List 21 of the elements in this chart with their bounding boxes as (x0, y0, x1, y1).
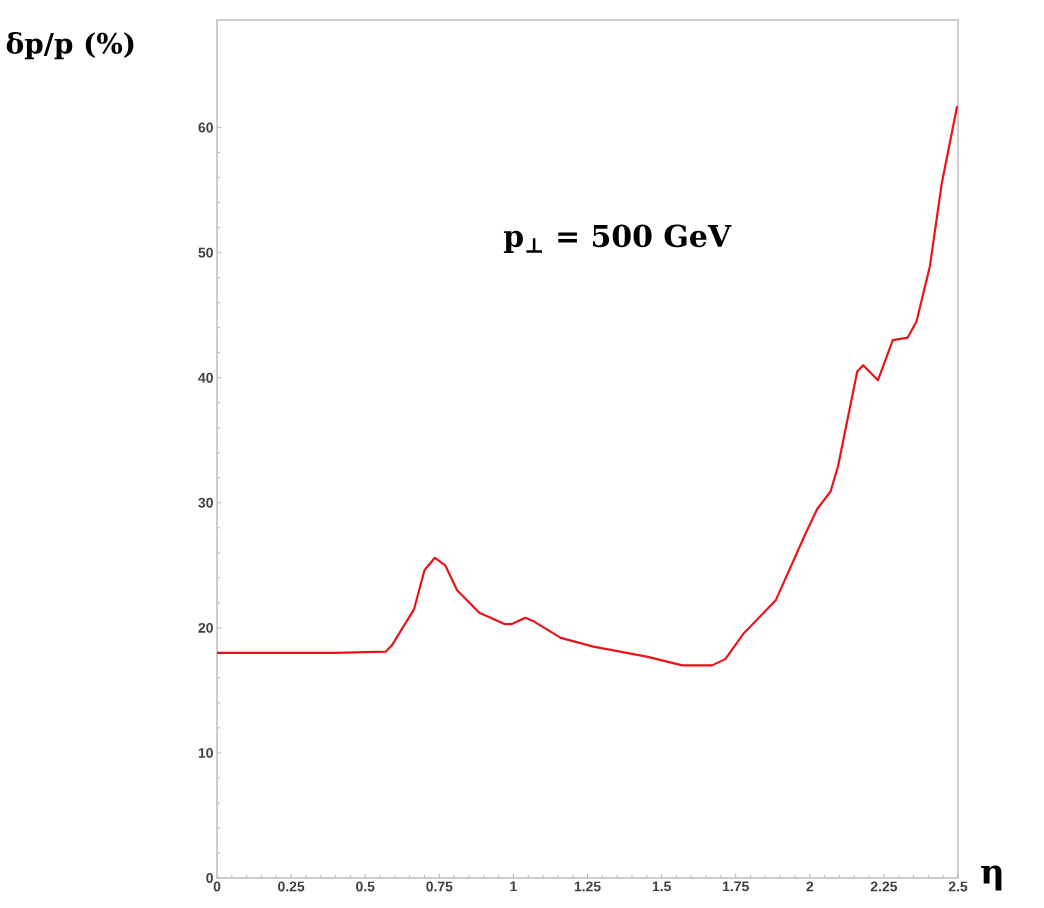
x-tick-label: 1 (510, 881, 517, 892)
y-axis-title: δp/p (%) (6, 32, 134, 60)
y-tick-label: 40 (198, 372, 213, 383)
y-tick-label: 50 (198, 247, 213, 258)
x-axis-title: η (981, 865, 1002, 891)
y-tick-label: 30 (198, 497, 213, 508)
y-tick-label: 10 (198, 747, 213, 758)
x-tick-label: 1.75 (723, 881, 749, 892)
annotation: p$_{⊥}$ = 500 GeV (503, 224, 732, 253)
x-tick-label: 0.25 (278, 881, 305, 892)
x-tick-label: 2.25 (870, 881, 898, 892)
x-tick-label: 1.25 (574, 881, 601, 892)
x-tick-label: 2.5 (948, 881, 968, 892)
x-tick-label: 0.5 (356, 881, 375, 892)
y-tick-label: 20 (198, 622, 213, 633)
x-tick-label: 2 (806, 881, 814, 892)
x-tick-label: 0 (213, 881, 221, 892)
x-tick-label: 1.5 (652, 881, 671, 892)
y-tick-label: 0 (206, 873, 213, 883)
y-tick-label: 60 (198, 122, 213, 133)
x-tick-label: 0.75 (426, 881, 453, 892)
